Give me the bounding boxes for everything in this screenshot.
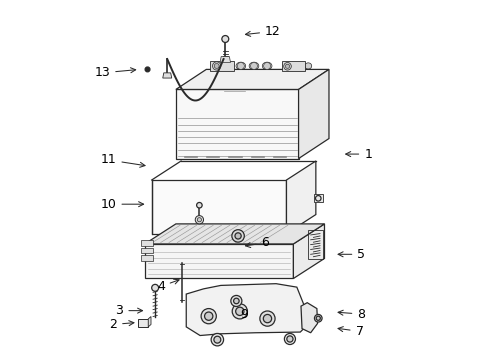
Polygon shape [152,180,287,234]
Polygon shape [145,244,294,279]
Circle shape [284,333,295,345]
Text: 9: 9 [241,307,248,321]
Circle shape [214,63,219,68]
Ellipse shape [262,62,272,70]
Circle shape [204,312,213,320]
Polygon shape [282,62,305,71]
Text: 8: 8 [338,307,366,321]
Text: 5: 5 [338,248,366,261]
Circle shape [315,314,322,322]
Ellipse shape [293,63,299,69]
Polygon shape [287,161,316,234]
Polygon shape [294,224,324,279]
Polygon shape [145,224,324,244]
Polygon shape [163,73,172,78]
Polygon shape [314,194,323,202]
Text: 10: 10 [100,198,144,211]
Circle shape [196,202,202,208]
Polygon shape [176,69,329,89]
Polygon shape [141,255,153,261]
Polygon shape [298,69,329,158]
Text: 13: 13 [95,66,136,79]
Ellipse shape [305,63,312,69]
Circle shape [260,311,275,326]
Circle shape [232,230,245,242]
Circle shape [284,63,292,70]
Polygon shape [141,240,153,246]
Circle shape [152,284,159,291]
Text: 6: 6 [245,237,270,249]
Circle shape [145,67,150,72]
Text: 1: 1 [346,148,372,161]
Circle shape [286,64,290,68]
Polygon shape [176,89,298,158]
Circle shape [235,233,241,239]
Text: 3: 3 [116,304,143,317]
Circle shape [222,36,229,42]
Text: 7: 7 [338,325,364,338]
Ellipse shape [249,62,259,70]
Circle shape [211,333,223,346]
Circle shape [237,63,245,69]
Text: 12: 12 [245,25,281,38]
Polygon shape [210,61,234,71]
Ellipse shape [236,62,245,70]
Circle shape [250,63,257,69]
Circle shape [201,309,216,324]
Polygon shape [301,303,318,333]
Circle shape [234,298,239,304]
Ellipse shape [201,229,220,237]
Polygon shape [220,57,230,63]
Polygon shape [141,248,153,253]
Text: 2: 2 [109,318,134,331]
Polygon shape [186,284,307,336]
Polygon shape [148,316,151,327]
Circle shape [195,216,203,224]
Circle shape [287,336,293,342]
Circle shape [231,296,242,306]
Circle shape [316,316,320,320]
Circle shape [214,336,221,343]
Circle shape [197,218,201,222]
Ellipse shape [242,231,262,239]
Circle shape [232,304,247,319]
Circle shape [236,307,244,315]
Text: 11: 11 [100,153,145,167]
Circle shape [213,62,221,70]
Circle shape [263,314,271,323]
Polygon shape [138,319,148,327]
Text: 4: 4 [157,279,179,293]
Circle shape [264,63,270,69]
